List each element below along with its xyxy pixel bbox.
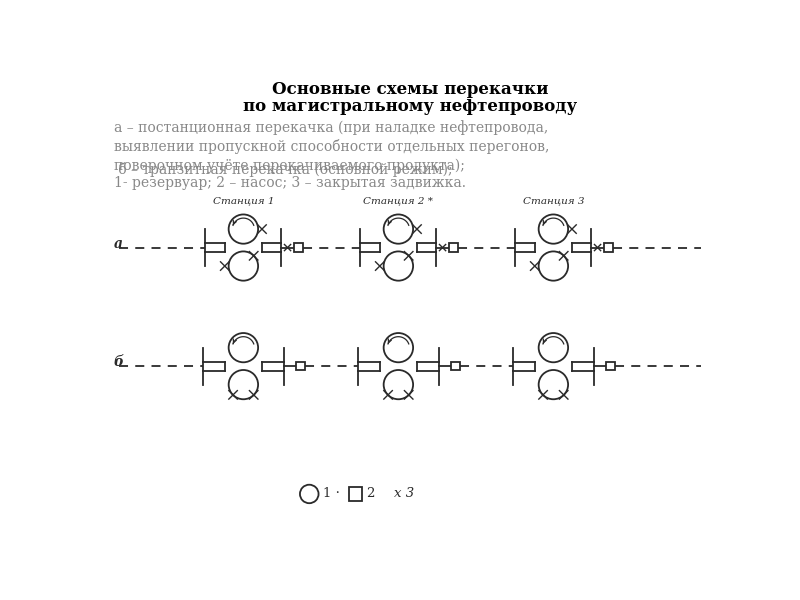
Circle shape <box>300 485 318 503</box>
Text: Станция 3: Станция 3 <box>522 196 584 205</box>
Circle shape <box>384 333 413 362</box>
Circle shape <box>229 251 258 281</box>
Circle shape <box>538 214 568 244</box>
Text: б: б <box>114 355 124 369</box>
Bar <box>297 362 305 370</box>
Text: 1- резервуар; 2 – насос; 3 – закрытая задвижка.: 1- резервуар; 2 – насос; 3 – закрытая за… <box>114 176 466 190</box>
Bar <box>451 362 460 370</box>
Text: Станция 2 *: Станция 2 * <box>363 196 434 205</box>
Bar <box>604 244 613 252</box>
Text: Основные схемы перекачки: Основные схемы перекачки <box>272 81 548 98</box>
Text: x 3: x 3 <box>394 487 414 500</box>
Text: 2: 2 <box>366 487 375 500</box>
Text: б – транзитная перекачка (основной режим);: б – транзитная перекачка (основной режим… <box>114 162 453 177</box>
Circle shape <box>229 214 258 244</box>
Text: а – постанционная перекачка (при наладке нефтепровода,
выявлении пропускной спос: а – постанционная перекачка (при наладке… <box>114 120 550 173</box>
Text: Станция 1: Станция 1 <box>213 196 274 205</box>
Circle shape <box>384 214 413 244</box>
Circle shape <box>384 251 413 281</box>
Text: по магистральному нефтепроводу: по магистральному нефтепроводу <box>243 98 577 115</box>
Circle shape <box>384 370 413 399</box>
Circle shape <box>538 333 568 362</box>
Circle shape <box>229 370 258 399</box>
Bar <box>349 487 362 500</box>
Bar <box>606 362 615 370</box>
Circle shape <box>229 333 258 362</box>
Text: 1 ·: 1 · <box>323 487 340 500</box>
Bar <box>449 244 458 252</box>
Text: а: а <box>114 237 123 251</box>
Circle shape <box>538 251 568 281</box>
Bar <box>294 244 302 252</box>
Circle shape <box>538 370 568 399</box>
